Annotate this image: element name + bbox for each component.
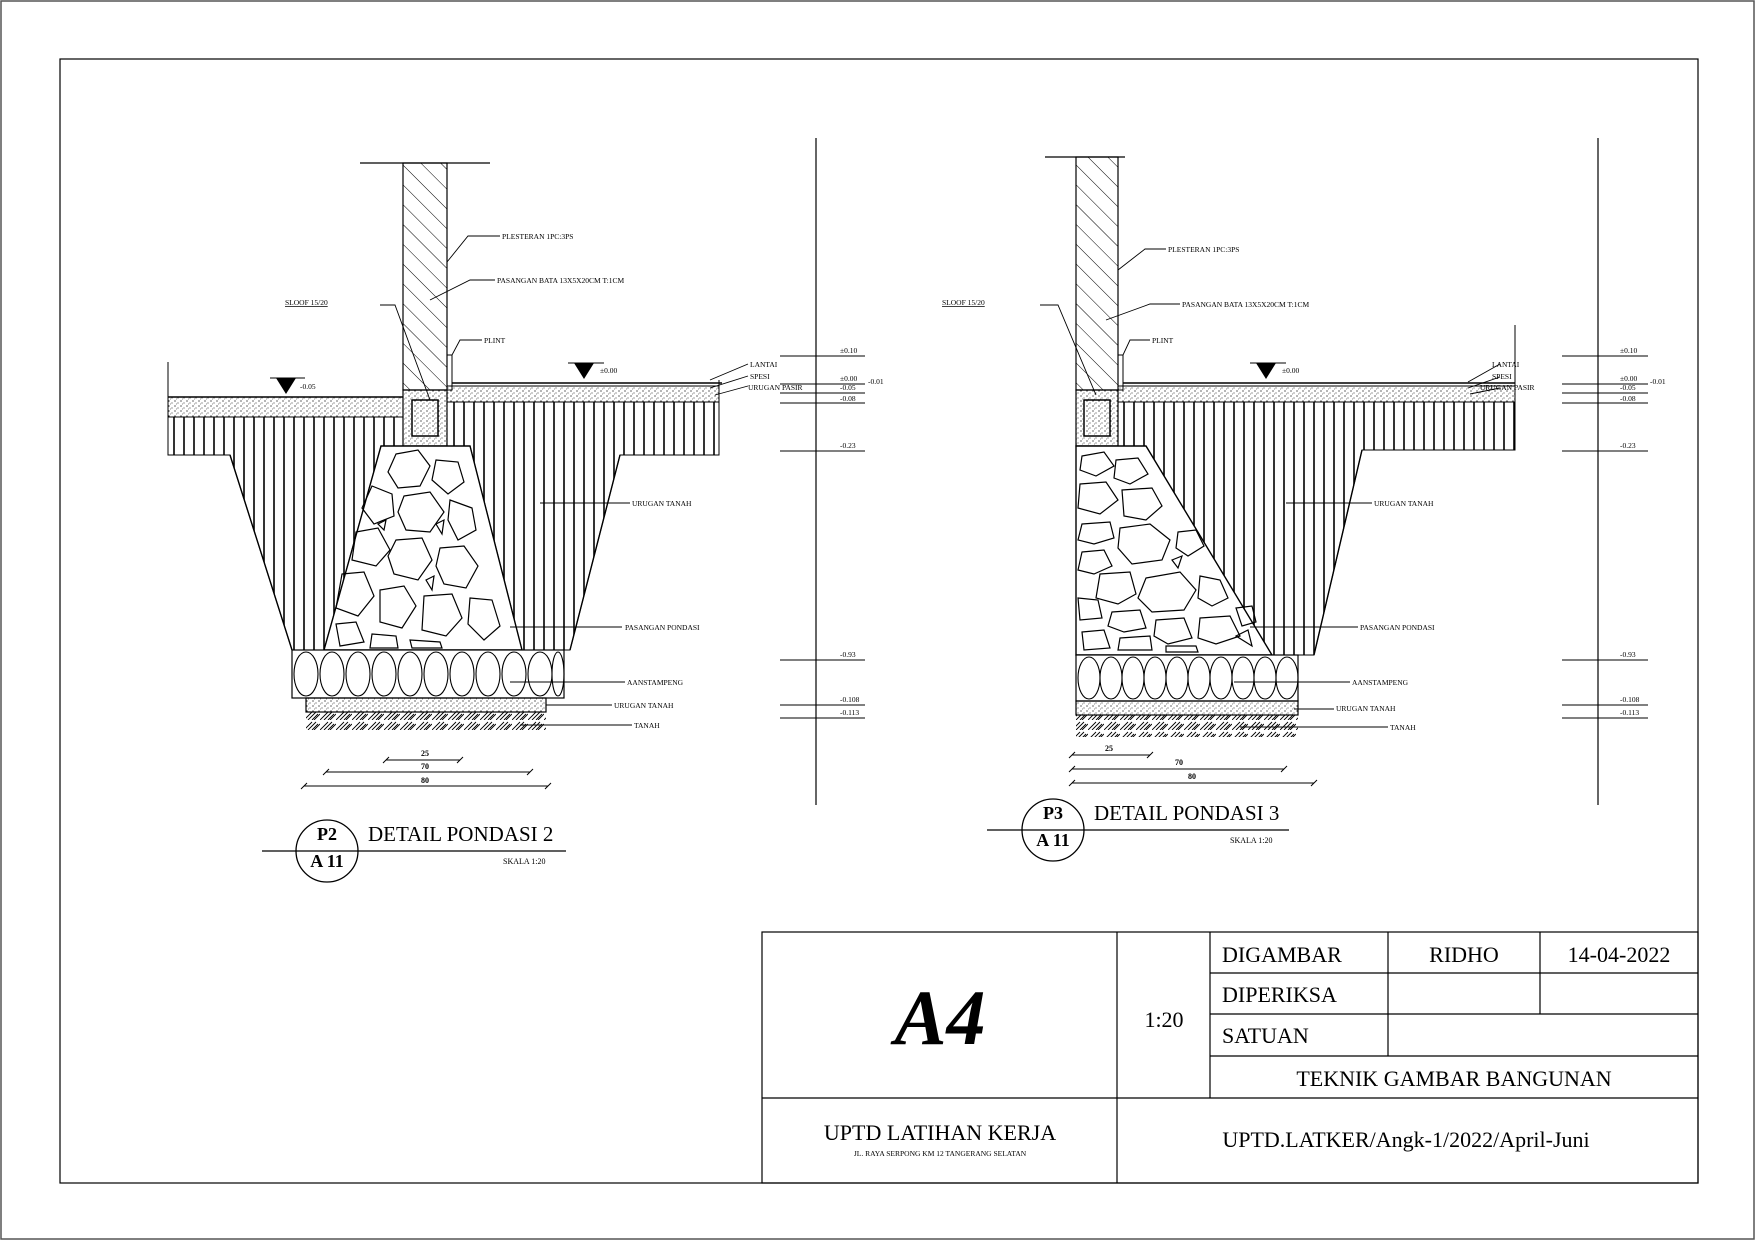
- brick-wall-p3: [1075, 156, 1119, 391]
- p3-label-pasangan-pondasi: PASANGAN PONDASI: [1360, 623, 1435, 632]
- p2-dim-70: 70: [421, 762, 429, 771]
- p2-bubble-id: P2: [317, 824, 337, 844]
- p2-ruler-level: -0.93: [840, 650, 856, 659]
- title-block: [761, 931, 1699, 1184]
- p2-ruler-level: -0.01: [868, 377, 884, 386]
- p2-dim-25: 25: [421, 749, 429, 758]
- p3-label-urugan-tanah-bottom: URUGAN TANAH: [1336, 704, 1396, 713]
- detail-pondasi-2: [167, 138, 865, 883]
- p2-label-urugan-pasir: URUGAN PASIR: [748, 383, 803, 392]
- department-name: TEKNIK GAMBAR BANGUNAN: [1296, 1066, 1611, 1091]
- detail-pondasi-3: [987, 138, 1648, 862]
- p3-ruler-level: -0.01: [1650, 377, 1666, 386]
- document-code: UPTD.LATKER/Angk-1/2022/April-Juni: [1222, 1127, 1589, 1152]
- p3-level-floor: ±0.00: [1282, 366, 1299, 375]
- sloof-p3: [1075, 389, 1119, 447]
- p2-label-urugan-tanah-bottom: URUGAN TANAH: [614, 701, 674, 710]
- p3-ruler-level: -0.05: [1620, 383, 1636, 392]
- p3-scale: SKALA 1:20: [1230, 836, 1272, 845]
- p3-label-plint: PLINT: [1152, 336, 1174, 345]
- p2-ruler-level: ±0.00: [840, 374, 857, 383]
- p3-label-sloof: SLOOF 15/20: [942, 298, 985, 307]
- p2-ruler-level: ±0.10: [840, 346, 857, 355]
- p3-label-urugan-pasir: URUGAN PASIR: [1480, 383, 1535, 392]
- digambar-name: RIDHO: [1429, 942, 1499, 967]
- p2-label-sloof: SLOOF 15/20: [285, 298, 328, 307]
- drawing-scale: 1:20: [1144, 1007, 1183, 1032]
- p2-label-urugan-tanah: URUGAN TANAH: [632, 499, 692, 508]
- p3-ruler-level: -0.23: [1620, 441, 1636, 450]
- paper-size: A4: [889, 974, 985, 1061]
- p2-title: DETAIL PONDASI 2: [368, 822, 553, 846]
- digambar-label: DIGAMBAR: [1222, 942, 1342, 967]
- p3-ruler-level: -0.113: [1620, 708, 1639, 717]
- p2-level-floor: ±0.00: [600, 366, 617, 375]
- p3-label-plesteran: PLESTERAN 1PC:3PS: [1168, 245, 1239, 254]
- p2-label-plesteran: PLESTERAN 1PC:3PS: [502, 232, 573, 241]
- p2-ruler-level: -0.113: [840, 708, 859, 717]
- p3-label-spesi: SPESI: [1492, 372, 1512, 381]
- p3-label-tanah: TANAH: [1390, 723, 1416, 732]
- p2-dim-80: 80: [421, 776, 429, 785]
- aanstampeng-p3: [1075, 654, 1299, 702]
- p2-label-aanstampeng: AANSTAMPENG: [627, 678, 684, 687]
- p2-label-spesi: SPESI: [750, 372, 770, 381]
- p2-label-pasangan-bata: PASANGAN BATA 13X5X20CM T:1CM: [497, 276, 625, 285]
- institution-address: JL. RAYA SERPONG KM 12 TANGERANG SELATAN: [854, 1149, 1027, 1158]
- p3-ruler-level: ±0.10: [1620, 346, 1637, 355]
- p2-scale: SKALA 1:20: [503, 857, 545, 866]
- p3-label-urugan-tanah: URUGAN TANAH: [1374, 499, 1434, 508]
- p3-dim-25: 25: [1105, 744, 1113, 753]
- p3-title: DETAIL PONDASI 3: [1094, 801, 1279, 825]
- p2-ruler-level: -0.23: [840, 441, 856, 450]
- p2-bubble-sheet: A 11: [310, 851, 344, 871]
- p3-label-aanstampeng: AANSTAMPENG: [1352, 678, 1409, 687]
- sloof-p2: [402, 389, 448, 447]
- drawing-date: 14-04-2022: [1568, 942, 1671, 967]
- p2-ruler-level: -0.108: [840, 695, 860, 704]
- p2-label-plint: PLINT: [484, 336, 506, 345]
- p3-dim-80: 80: [1188, 772, 1196, 781]
- p3-label-pasangan-bata: PASANGAN BATA 13X5X20CM T:1CM: [1182, 300, 1310, 309]
- brick-wall-p2: [402, 162, 448, 391]
- satuan-label: SATUAN: [1222, 1023, 1309, 1048]
- p3-dim-70: 70: [1175, 758, 1183, 767]
- p3-ruler-level: -0.08: [1620, 394, 1636, 403]
- diperiksa-label: DIPERIKSA: [1222, 982, 1337, 1007]
- p2-label-tanah: TANAH: [634, 721, 660, 730]
- p2-label-lantai: LANTAI: [750, 360, 778, 369]
- p2-ruler-level: -0.08: [840, 394, 856, 403]
- p3-ruler-level: -0.108: [1620, 695, 1640, 704]
- p2-label-pasangan-pondasi: PASANGAN PONDASI: [625, 623, 700, 632]
- p3-label-lantai: LANTAI: [1492, 360, 1520, 369]
- p2-level-left: -0.05: [300, 382, 316, 391]
- p3-bubble-id: P3: [1043, 803, 1063, 823]
- p3-bubble-sheet: A 11: [1036, 830, 1070, 850]
- p3-ruler-level: ±0.00: [1620, 374, 1637, 383]
- institution-name: UPTD LATIHAN KERJA: [824, 1120, 1056, 1145]
- p3-ruler-level: -0.93: [1620, 650, 1636, 659]
- p2-ruler-level: -0.05: [840, 383, 856, 392]
